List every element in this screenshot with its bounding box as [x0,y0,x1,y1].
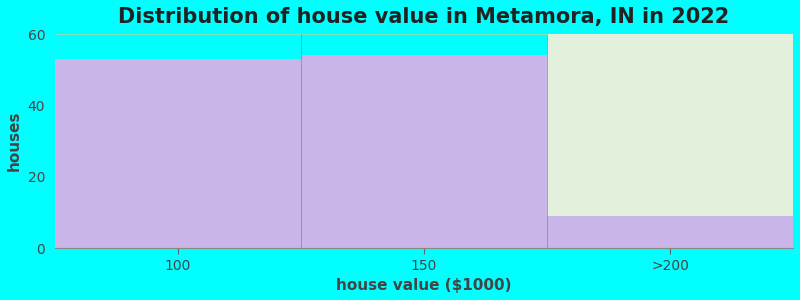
Bar [301,56,547,248]
Title: Distribution of house value in Metamora, IN in 2022: Distribution of house value in Metamora,… [118,7,730,27]
Bar [547,216,793,248]
Y-axis label: houses: houses [7,111,22,171]
Bar [547,34,793,248]
X-axis label: house value ($1000): house value ($1000) [336,278,512,293]
Bar [55,59,301,248]
